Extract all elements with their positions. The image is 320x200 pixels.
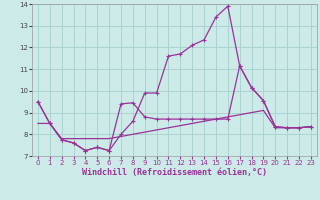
X-axis label: Windchill (Refroidissement éolien,°C): Windchill (Refroidissement éolien,°C) bbox=[82, 168, 267, 177]
